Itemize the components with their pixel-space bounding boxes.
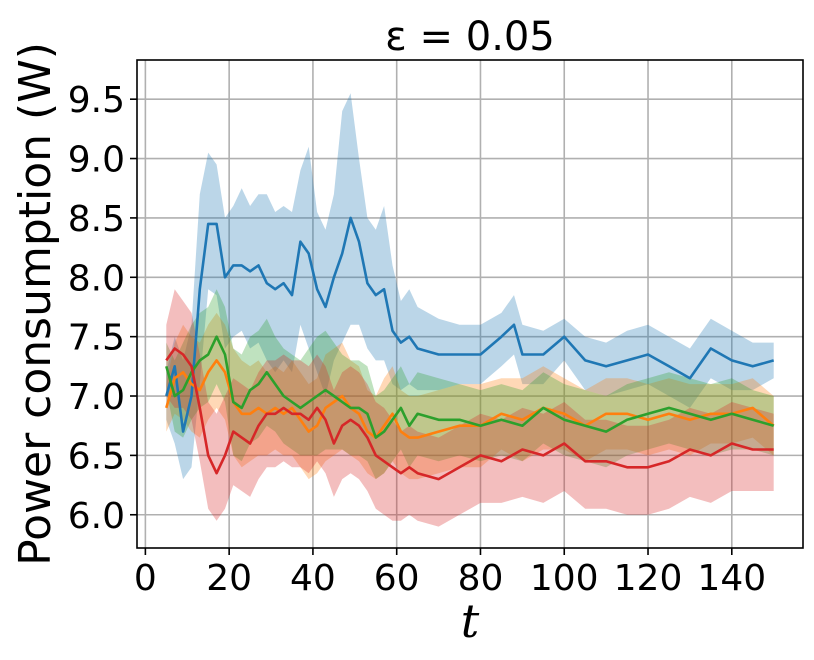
- confidence-bands: [166, 93, 774, 527]
- x-tick-label: 20: [206, 558, 252, 599]
- series-2-band: [166, 312, 774, 480]
- x-tick-label: 140: [697, 558, 766, 599]
- y-tick-label: 9.0: [68, 140, 125, 181]
- y-tick-label: 7.5: [68, 318, 125, 359]
- series-3-band: [166, 289, 774, 480]
- x-tick-label: 60: [374, 558, 420, 599]
- series-3-line: [165, 335, 775, 439]
- y-tick-label: 6.0: [68, 496, 125, 537]
- x-tick-label: 80: [458, 558, 504, 599]
- y-tick-label: 9.5: [68, 80, 125, 121]
- y-tick-label: 6.5: [68, 436, 125, 477]
- y-tick-label: 8.5: [68, 199, 125, 240]
- y-axis-title: Power consumption (W): [10, 42, 61, 566]
- series-4-band: [166, 289, 774, 527]
- series-1-band: [166, 93, 774, 480]
- x-tick-label: 100: [530, 558, 599, 599]
- plot-frame: [136, 59, 804, 549]
- x-axis-title: t: [461, 594, 480, 648]
- y-tick-label: 7.0: [68, 377, 125, 418]
- x-tick-label: 0: [134, 558, 157, 599]
- series-1-line: [165, 216, 775, 433]
- series-lines: [165, 216, 775, 481]
- chart-title: ε = 0.05: [385, 14, 555, 60]
- x-tick-labels: 0 20 40 60 80 100 120 140: [134, 558, 766, 599]
- tick-marks: [130, 98, 733, 555]
- x-tick-label: 120: [614, 558, 683, 599]
- y-tick-label: 8.0: [68, 258, 125, 299]
- x-tick-label: 40: [290, 558, 336, 599]
- series-4-line: [165, 347, 774, 481]
- y-tick-labels: 6.0 6.5 7.0 7.5 8.0 8.5 9.0 9.5: [68, 80, 125, 537]
